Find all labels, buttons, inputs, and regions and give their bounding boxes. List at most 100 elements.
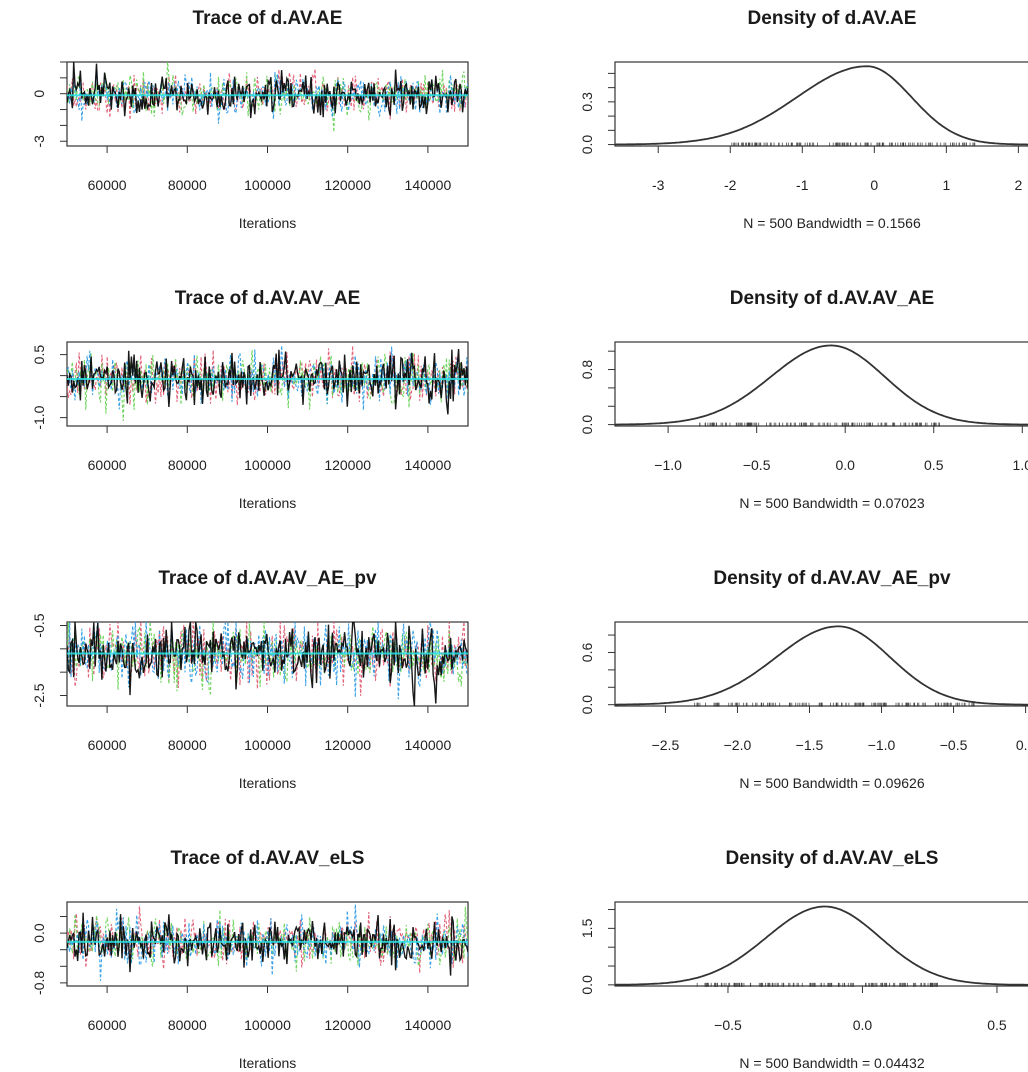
panel-density-0: Density of d.AV.AE -3 -2 -1 0 1 2 0.0 0.3 N = 500… bbox=[579, 8, 1028, 231]
density-curve bbox=[615, 625, 1028, 706]
x-tick-label: 80000 bbox=[168, 737, 207, 753]
trace-chain-4 bbox=[67, 912, 468, 976]
density-curve bbox=[615, 905, 1028, 986]
x-tick-label: 0.0 bbox=[853, 1017, 873, 1033]
plot-frame bbox=[614, 621, 1028, 707]
y-tick-label: 0.0 bbox=[579, 415, 595, 435]
x-tick-label: −0.5 bbox=[714, 1017, 742, 1033]
x-tick-label: 80000 bbox=[168, 177, 207, 193]
y-tick-label: 0.0 bbox=[579, 975, 595, 995]
x-tick-label: −2.5 bbox=[652, 737, 680, 753]
y-tick-label: 0.6 bbox=[579, 643, 595, 663]
panel-title: Density of d.AV.AE bbox=[748, 8, 917, 29]
density-curve bbox=[615, 65, 1028, 146]
trace-chain-1 bbox=[67, 345, 468, 406]
x-axis-label: N = 500 Bandwidth = 0.04432 bbox=[739, 1055, 924, 1071]
x-tick-label: 140000 bbox=[405, 737, 452, 753]
x-tick-label: 0.0 bbox=[835, 457, 855, 473]
panel-title: Trace of d.AV.AV_AE_pv bbox=[158, 568, 377, 589]
panel-title: Density of d.AV.AV_AE bbox=[730, 288, 934, 309]
x-axis-label: N = 500 Bandwidth = 0.09626 bbox=[739, 775, 924, 791]
panel-trace-1: Trace of d.AV.AV_AE 60000 80000 100000 12000… bbox=[31, 288, 469, 511]
trace-lines bbox=[67, 345, 468, 422]
density-curve bbox=[615, 344, 1028, 426]
x-tick-label: 60000 bbox=[88, 737, 127, 753]
x-axis-label: Iterations bbox=[239, 775, 297, 791]
x-tick-label: 0.0 bbox=[1016, 737, 1028, 753]
trace-lines bbox=[67, 622, 468, 706]
x-tick-label: 120000 bbox=[324, 737, 371, 753]
x-tick-label: 2 bbox=[1014, 177, 1022, 193]
y-tick-label: 0.3 bbox=[579, 92, 595, 112]
x-tick-label: 60000 bbox=[88, 177, 127, 193]
panel-title: Trace of d.AV.AE bbox=[193, 8, 343, 29]
rug-marks bbox=[696, 982, 938, 987]
panel-density-1: Density of d.AV.AV_AE −1.0 −0.5 0.0 0.5 1.0 0.… bbox=[579, 288, 1028, 511]
x-tick-label: −0.5 bbox=[940, 737, 968, 753]
trace-lines bbox=[67, 904, 468, 981]
rug-marks bbox=[699, 422, 940, 427]
x-tick-label: 1.0 bbox=[1013, 457, 1028, 473]
x-tick-label: 80000 bbox=[168, 457, 207, 473]
x-tick-label: 120000 bbox=[324, 457, 371, 473]
trace-chain-2 bbox=[67, 622, 468, 696]
trace-chain-3 bbox=[67, 622, 468, 700]
trace-chain-4 bbox=[67, 62, 468, 119]
trace-chain-2 bbox=[67, 62, 468, 132]
x-tick-label: 140000 bbox=[405, 457, 452, 473]
trace-chain-4 bbox=[67, 348, 468, 415]
y-tick-label: -1.0 bbox=[31, 405, 47, 429]
x-tick-label: −2.0 bbox=[724, 737, 752, 753]
rug-marks bbox=[694, 702, 975, 707]
x-tick-label: 100000 bbox=[244, 457, 291, 473]
x-axis-label: Iterations bbox=[239, 215, 297, 231]
y-tick-label: 0.5 bbox=[31, 345, 47, 365]
panel-title: Density of d.AV.AV_eLS bbox=[726, 848, 939, 869]
y-tick-label: 0.0 bbox=[579, 135, 595, 155]
x-tick-label: 100000 bbox=[244, 177, 291, 193]
x-tick-label: 80000 bbox=[168, 1017, 207, 1033]
trace-chain-1 bbox=[67, 68, 468, 120]
x-tick-label: −1.5 bbox=[796, 737, 824, 753]
plot-frame bbox=[614, 61, 1028, 147]
y-tick-label: 1.5 bbox=[579, 918, 595, 938]
x-tick-label: 0.5 bbox=[924, 457, 944, 473]
x-tick-label: 100000 bbox=[244, 1017, 291, 1033]
panel-density-3: Density of d.AV.AV_eLS −0.5 0.0 0.5 0.0 1.5 N … bbox=[579, 848, 1028, 1071]
x-tick-label: 120000 bbox=[324, 177, 371, 193]
x-tick-label: −1.0 bbox=[654, 457, 682, 473]
plot-frame bbox=[614, 901, 1028, 987]
x-axis-label: N = 500 Bandwidth = 0.07023 bbox=[739, 495, 924, 511]
x-tick-label: 120000 bbox=[324, 1017, 371, 1033]
panel-title: Trace of d.AV.AV_AE bbox=[175, 288, 361, 309]
x-tick-label: 0 bbox=[870, 177, 878, 193]
y-tick-label: 0 bbox=[31, 90, 47, 98]
trace-lines bbox=[67, 62, 468, 132]
x-tick-label: 60000 bbox=[88, 457, 127, 473]
x-tick-label: 100000 bbox=[244, 737, 291, 753]
x-tick-label: 140000 bbox=[405, 1017, 452, 1033]
x-tick-label: 60000 bbox=[88, 1017, 127, 1033]
x-tick-label: -1 bbox=[796, 177, 809, 193]
y-tick-label: 0.0 bbox=[579, 695, 595, 715]
x-tick-label: -3 bbox=[652, 177, 665, 193]
panel-title: Trace of d.AV.AV_eLS bbox=[171, 848, 365, 869]
y-tick-label: -2.5 bbox=[31, 683, 47, 707]
y-tick-label: -0.5 bbox=[31, 613, 47, 637]
x-axis-label: N = 500 Bandwidth = 0.1566 bbox=[743, 215, 921, 231]
panel-density-2: Density of d.AV.AV_AE_pv −2.5 −2.0 −1.5 −1.0… bbox=[579, 568, 1028, 791]
x-tick-label: −1.0 bbox=[868, 737, 896, 753]
x-tick-label: 0.5 bbox=[987, 1017, 1007, 1033]
x-tick-label: -2 bbox=[724, 177, 737, 193]
panel-trace-2: Trace of d.AV.AV_AE_pv 60000 80000 100000 12… bbox=[31, 568, 469, 791]
panel-trace-0: Trace of d.AV.AE 60000 80000 100000 120000 14… bbox=[31, 8, 469, 231]
x-tick-label: 140000 bbox=[405, 177, 452, 193]
x-tick-label: 1 bbox=[942, 177, 950, 193]
panel-trace-3: Trace of d.AV.AV_eLS 60000 80000 100000 1200… bbox=[31, 848, 469, 1071]
y-tick-label: 0.8 bbox=[579, 360, 595, 380]
x-axis-label: Iterations bbox=[239, 1055, 297, 1071]
y-tick-label: -0.8 bbox=[31, 971, 47, 995]
y-tick-label: 0.0 bbox=[31, 923, 47, 943]
x-axis-label: Iterations bbox=[239, 495, 297, 511]
